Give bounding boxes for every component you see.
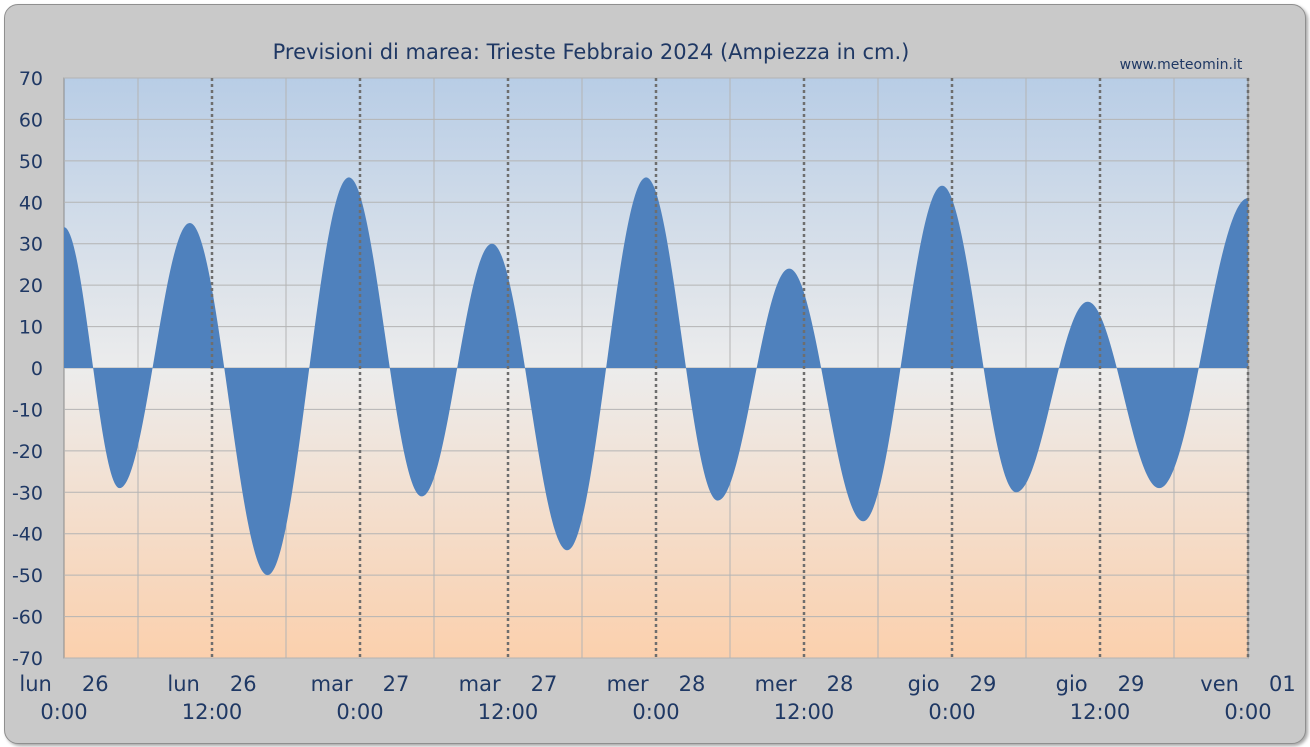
x-tick-date: 26 [230,672,257,696]
x-tick-label-day: mer 28 [607,672,706,696]
x-tick-date: 29 [1118,672,1145,696]
y-axis: 70 60 50 40 30 20 10 0 -10 -20 -30 -40 -50 -60 -70 [12,68,43,670]
x-tick-date: 27 [531,672,558,696]
y-tick-label: 40 [19,192,43,214]
y-tick-label: 0 [31,358,43,380]
x-tick-date: 28 [679,672,706,696]
time-markers [210,78,1250,658]
x-tick-label-day: mar 27 [459,672,558,696]
x-tick-label-time: 0:00 [1224,700,1271,724]
credit-text: www.meteomin.it [1120,57,1243,73]
x-tick-weekday: lun [19,672,51,696]
y-tick-label: -60 [12,607,43,629]
y-tick-label: 20 [19,275,43,297]
x-tick-label-time: 12:00 [774,700,835,724]
x-tick-weekday: gio [908,672,940,696]
x-tick-label-time: 12:00 [1070,700,1131,724]
y-tick-label: 10 [19,317,43,339]
x-tick-weekday: ven [1200,672,1239,696]
y-tick-label: -20 [12,441,43,463]
x-tick-label-time: 12:00 [478,700,539,724]
x-tick-date: 26 [82,672,109,696]
y-tick-label: -50 [12,565,43,587]
x-tick-label-day: gio 29 [1056,672,1145,696]
x-tick-weekday: gio [1056,672,1088,696]
x-tick-weekday: lun [167,672,199,696]
x-tick-label-time: 0:00 [632,700,679,724]
y-tick-label: 60 [19,109,43,131]
y-tick-label: -40 [12,524,43,546]
chart-frame: Previsioni di marea: Trieste Febbraio 20… [4,4,1306,744]
x-tick-date: 27 [383,672,410,696]
y-tick-label: -30 [12,482,43,504]
y-tick-label: -10 [12,399,43,421]
x-tick-label-day: ven 01 [1200,672,1295,696]
x-tick-weekday: mer [607,672,649,696]
x-tick-label-time: 0:00 [336,700,383,724]
x-tick-label-time: 12:00 [182,700,243,724]
x-tick-label-day: lun 26 [19,672,108,696]
tide-chart: Previsioni di marea: Trieste Febbraio 20… [12,40,1296,724]
x-tick-weekday: mar [459,672,501,696]
x-tick-date: 01 [1269,672,1296,696]
x-tick-label-day: mar 27 [311,672,410,696]
y-tick-label: 50 [19,151,43,173]
y-tick-label: 30 [19,234,43,256]
x-tick-date: 28 [827,672,854,696]
x-tick-label-day: gio 29 [908,672,997,696]
x-tick-weekday: mer [755,672,797,696]
x-tick-label-time: 0:00 [928,700,975,724]
x-tick-label-day: lun 26 [167,672,256,696]
x-tick-date: 29 [970,672,997,696]
y-tick-label: -70 [12,648,43,670]
x-tick-weekday: mar [311,672,353,696]
x-tick-label-day: mer 28 [755,672,854,696]
x-tick-label-time: 0:00 [40,700,87,724]
y-tick-label: 70 [19,68,43,90]
chart-title: Previsioni di marea: Trieste Febbraio 20… [273,40,910,64]
